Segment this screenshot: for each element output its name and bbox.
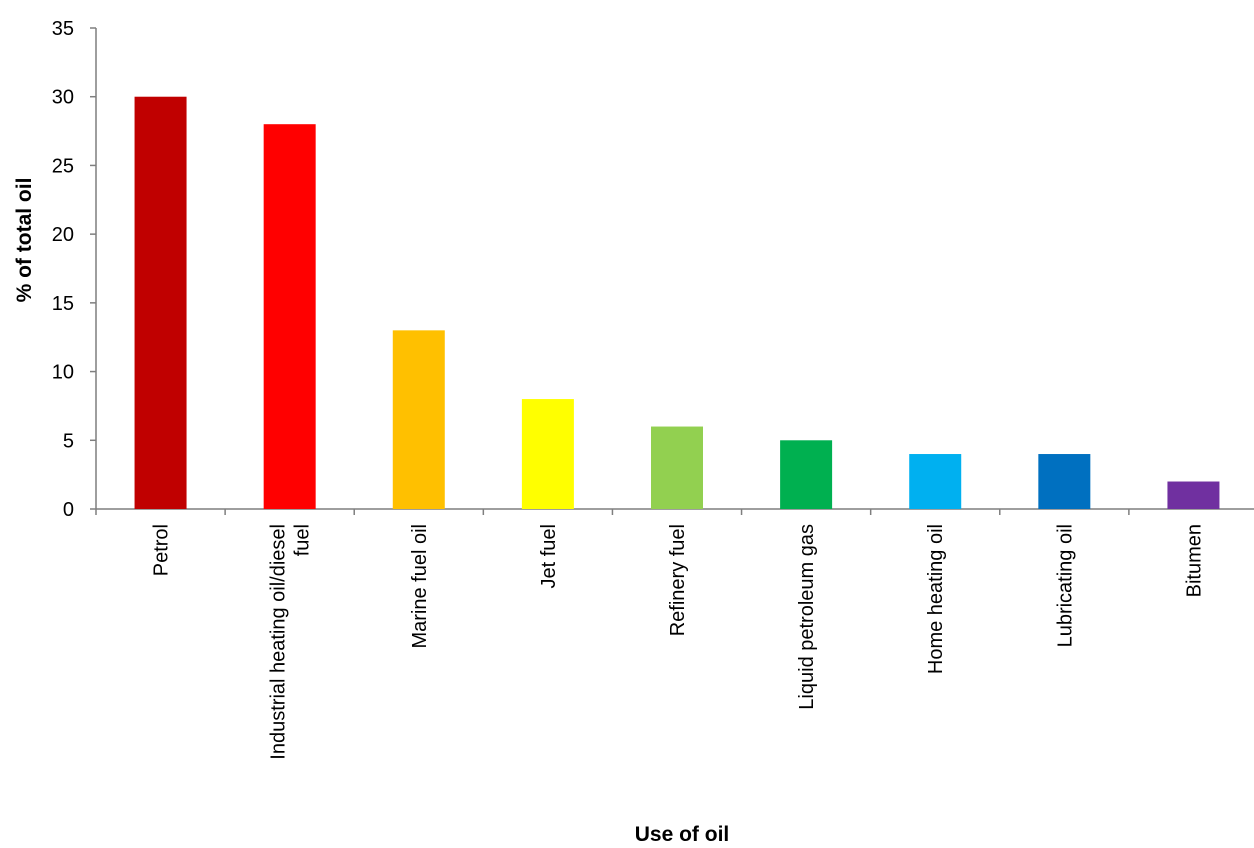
bar-1 — [263, 124, 316, 509]
x-tick-label: Refinery fuel — [667, 524, 689, 636]
x-tick-label: Industrial heating oil/diesel — [268, 524, 290, 760]
bar-3 — [521, 399, 574, 509]
x-tick-label: Lubricating oil — [1054, 524, 1076, 647]
x-axis-title: Use of oil — [635, 823, 730, 846]
bar-4 — [651, 426, 703, 509]
x-axis — [95, 508, 1254, 515]
y-tick-label: 20 — [52, 224, 74, 246]
bar-8 — [1167, 481, 1220, 509]
bar-0 — [134, 96, 187, 509]
y-tick-label: 0 — [63, 499, 74, 521]
x-tick-label: fuel — [292, 524, 314, 556]
x-tick-label: Home heating oil — [925, 524, 947, 674]
y-tick-label: 5 — [63, 430, 74, 452]
x-tick-label: Bitumen — [1183, 524, 1205, 597]
y-tick-label: 15 — [52, 293, 74, 315]
y-tick-label: 10 — [52, 362, 74, 384]
x-tick-label: Marine fuel oil — [409, 524, 431, 649]
y-axis-title: % of total oil — [13, 178, 36, 303]
bars — [134, 96, 1220, 509]
y-tick-label: 35 — [52, 18, 74, 40]
y-tick-label: 30 — [52, 87, 74, 109]
x-tick-label: Jet fuel — [538, 524, 560, 588]
y-axis: 0 5 10 15 20 25 30 35 — [52, 18, 97, 521]
bar-7 — [1038, 454, 1091, 509]
bar-2 — [392, 330, 445, 509]
x-tick-label: Liquid petroleum gas — [796, 524, 818, 710]
category-labels: Petrol Industrial heating oil/diesel fuel M… — [151, 524, 1206, 760]
bar-6 — [909, 454, 962, 509]
y-tick-label: 25 — [52, 155, 74, 177]
bar-5 — [780, 440, 833, 509]
x-tick-label: Petrol — [151, 524, 173, 576]
